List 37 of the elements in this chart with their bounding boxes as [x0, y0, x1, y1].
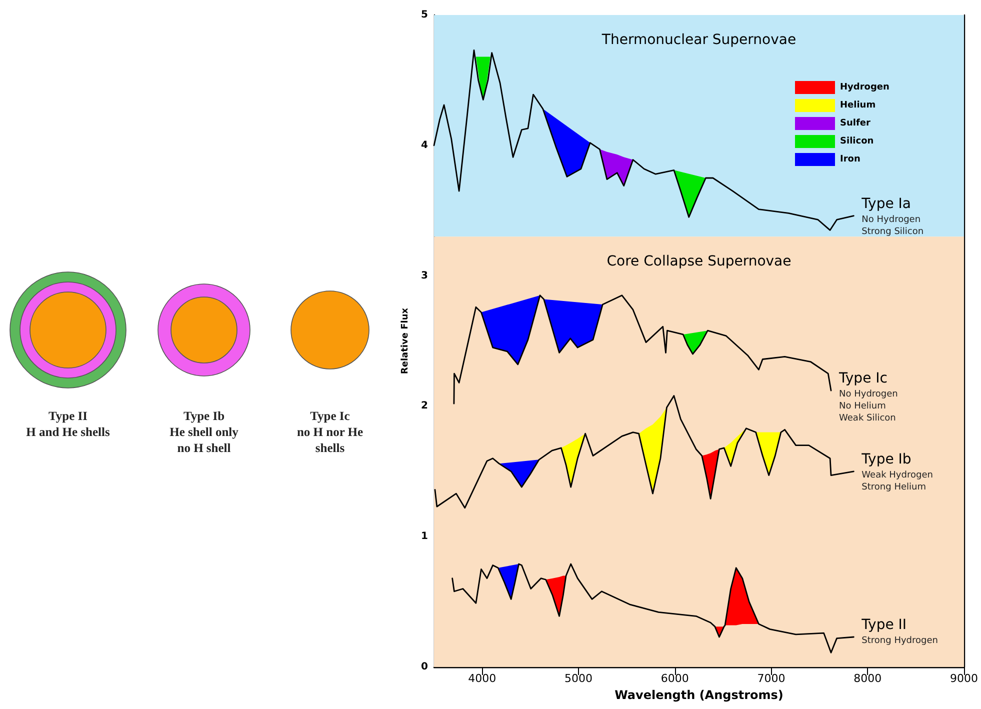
y-tick-label: 0: [421, 662, 428, 672]
y-tick-label: 2: [421, 400, 428, 412]
y-tick-label: 1: [421, 531, 428, 542]
x-tick-label: 4000: [468, 672, 496, 685]
annotation: No Hydrogen Strong Silicon: [862, 214, 924, 237]
legend-label: Silicon: [840, 136, 874, 146]
series-label: Type II: [860, 617, 907, 634]
series-label: Type Ib: [860, 451, 912, 468]
band-label: Core Collapse Supernovae: [606, 254, 792, 270]
series-label: Type Ia: [860, 196, 911, 212]
y-tick-label: 3: [421, 270, 428, 282]
legend-label: Iron: [840, 154, 860, 164]
y-tick-label: 5: [421, 10, 428, 20]
band-label: Thermonuclear Supernovae: [600, 32, 796, 48]
text: Type Ic: [309, 408, 351, 424]
series-label: Type Ic: [838, 370, 888, 387]
annotation: Weak Hydrogen Strong Helium: [862, 470, 933, 492]
text: Type II: [47, 408, 88, 424]
y-tick-label: 4: [421, 140, 428, 151]
annotation: Strong Hydrogen: [862, 636, 938, 646]
line-series: [452, 563, 854, 654]
x-tick-label: 5000: [564, 672, 593, 685]
annotation: No Hydrogen No Helium Weak Silicon: [839, 390, 898, 424]
x-tick-label: 6000: [660, 672, 689, 685]
text: no H nor He shells: [296, 424, 364, 456]
text: H and He shells: [25, 424, 111, 440]
line-series: [453, 294, 832, 404]
text: Type Ib: [182, 408, 226, 424]
x-tick-label: 9000: [950, 672, 978, 685]
x-axis-title: Wavelength (Angstroms): [614, 688, 784, 702]
x-tick-label: 7000: [757, 672, 786, 685]
legend-label: Hydrogen: [840, 82, 890, 92]
x-tick-label: 8000: [854, 672, 882, 685]
text: He shell only no H shell: [168, 424, 240, 456]
y-axis-title: Relative Flux: [400, 308, 411, 374]
legend-label: Helium: [840, 100, 876, 110]
legend-label: Sulfer: [840, 118, 871, 128]
